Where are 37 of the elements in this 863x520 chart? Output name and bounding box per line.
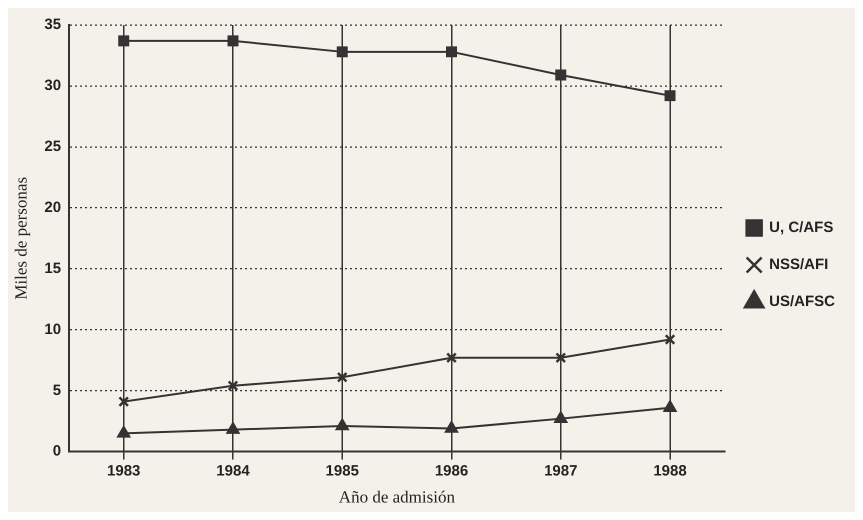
- point: [446, 352, 457, 364]
- y-tick-label: 20: [44, 198, 62, 216]
- point: [226, 422, 240, 434]
- point: [118, 396, 130, 408]
- y-tick-label: 35: [44, 16, 62, 34]
- point: [555, 69, 566, 80]
- y-tick-label: 15: [44, 260, 62, 277]
- x-tick-label: 1983: [107, 462, 140, 480]
- x-tick-label: 1987: [544, 462, 578, 480]
- point: [336, 372, 348, 383]
- y-tick-label: 25: [44, 138, 62, 156]
- y-tick-label: 30: [44, 77, 62, 94]
- legend-label: US/AFSC: [769, 293, 836, 310]
- point: [336, 418, 349, 430]
- x-tick-label: 1986: [434, 462, 468, 480]
- point: [664, 334, 676, 345]
- y-tick-label: 5: [52, 382, 62, 399]
- x-tick-label: 1985: [326, 462, 359, 480]
- point: [555, 352, 566, 364]
- x-tick-label: 1988: [653, 462, 687, 480]
- y-tick-label: 0: [52, 442, 62, 460]
- point: [118, 35, 130, 46]
- y-axis-title: Miles de personas: [12, 176, 31, 300]
- point: [117, 426, 130, 438]
- y-tick-label: 10: [44, 320, 62, 338]
- point: [554, 411, 568, 423]
- point: [227, 380, 238, 392]
- point: [446, 46, 457, 58]
- point: [227, 35, 238, 46]
- point: [664, 400, 676, 412]
- point: [445, 421, 458, 433]
- point: [336, 46, 348, 58]
- legend-label: U, C/AFS: [769, 219, 834, 236]
- legend-label: NSS/AFI: [769, 256, 828, 274]
- x-tick-label: 1984: [216, 462, 250, 480]
- x-axis-title: Año de admisión: [338, 487, 456, 506]
- point: [664, 90, 676, 102]
